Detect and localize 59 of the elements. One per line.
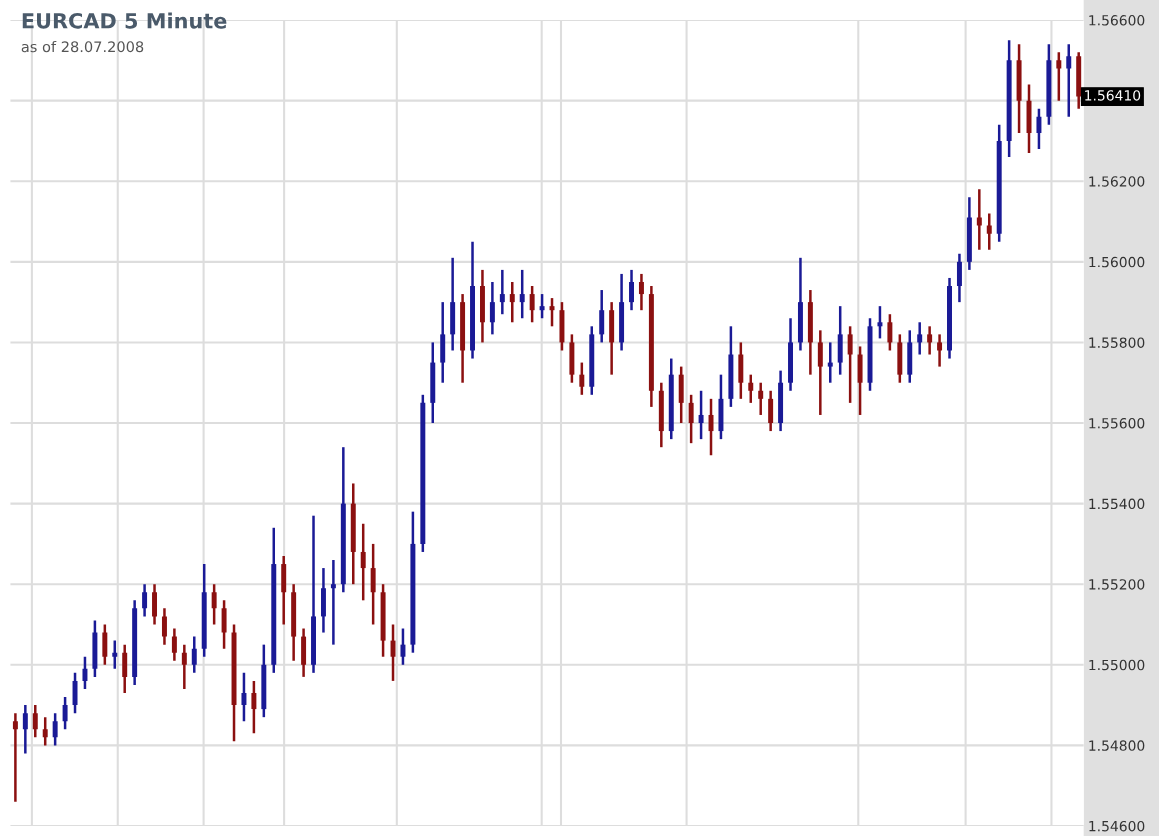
candlestick: [509, 280, 515, 324]
y-tick-label: 1.55800: [1089, 337, 1145, 348]
candlestick: [748, 373, 754, 405]
candlestick: [986, 212, 992, 251]
chart-title: EURCAD 5 Minute: [22, 12, 227, 29]
y-tick-label: 1.55600: [1089, 417, 1145, 429]
candlestick: [62, 695, 68, 731]
candlestick: [82, 655, 88, 691]
candlestick: [927, 325, 933, 356]
candlestick: [758, 381, 764, 417]
candlestick: [847, 325, 853, 405]
candlestick: [22, 703, 28, 755]
candlestick: [400, 627, 406, 667]
candlestick: [489, 280, 495, 336]
candlestick: [549, 296, 555, 328]
candlestick: [241, 671, 247, 723]
y-tick-label: 1.54800: [1089, 740, 1145, 751]
candlestick: [12, 711, 18, 804]
candlestick: [688, 393, 694, 445]
candlestick: [330, 558, 336, 646]
candlestick: [976, 188, 982, 251]
candlestick: [638, 272, 644, 312]
candlestick: [1036, 107, 1042, 151]
candlestick: [32, 703, 38, 739]
y-tick-label: 1.56200: [1089, 176, 1145, 187]
candlestick: [698, 389, 704, 441]
candlestick: [52, 711, 58, 747]
candlestick: [539, 292, 545, 320]
y-tick-label: 1.55400: [1089, 498, 1145, 510]
candlestick: [629, 268, 634, 312]
candlestick: [390, 623, 396, 683]
y-tick-label: 1.54600: [1089, 820, 1145, 832]
candlestick: [191, 635, 197, 675]
candlestick: [251, 679, 257, 735]
candlestick: [827, 341, 833, 384]
candlestick: [181, 643, 187, 691]
candlestick: [112, 639, 118, 671]
text: as of 28.07.2008: [21, 40, 144, 53]
candlestick: [360, 522, 366, 602]
candlestick: [42, 715, 48, 747]
candlestick: [161, 607, 167, 646]
candlestick: [211, 582, 217, 626]
y-tick-label: 1.55000: [1089, 659, 1145, 671]
candlestick: [1066, 42, 1072, 119]
candlestick: [1056, 51, 1062, 102]
candlestick: [877, 304, 883, 340]
y-tick-label: 1.56600: [1089, 15, 1145, 26]
candlestick: [917, 321, 923, 356]
candlestick: [171, 627, 177, 663]
y-tick-label: 1.56000: [1089, 256, 1145, 268]
candlestick: [529, 284, 535, 324]
candlestick: [519, 268, 525, 320]
candlestick: [142, 582, 148, 618]
y-tick-label: 1.55200: [1089, 579, 1145, 590]
text: 1.56410: [1085, 90, 1141, 101]
candlestick: [579, 361, 585, 397]
candlestick: [937, 333, 943, 368]
candlestick: [887, 312, 893, 352]
candlestick: [499, 268, 505, 316]
